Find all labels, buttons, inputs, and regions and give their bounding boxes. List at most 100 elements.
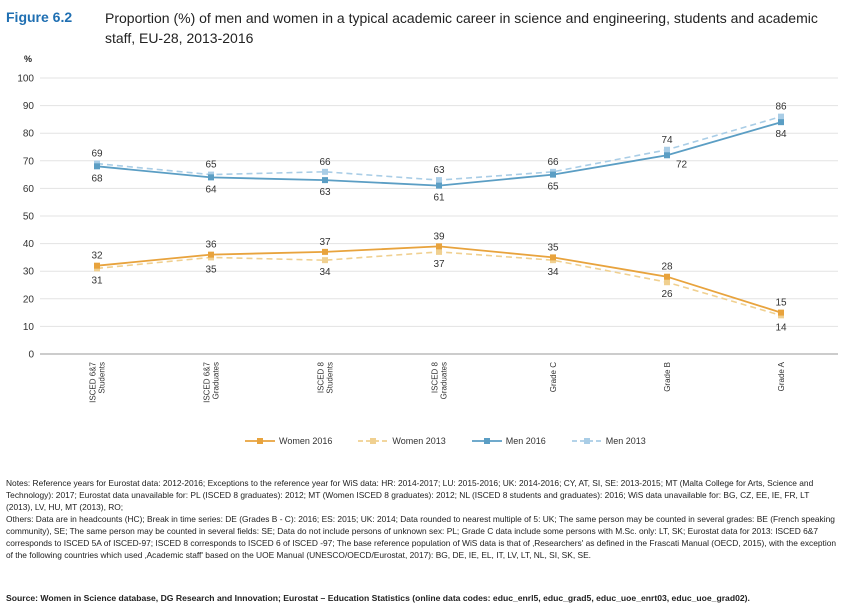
data-label: 65 [205,160,217,171]
data-point [94,262,100,269]
data-label: 74 [661,135,673,146]
data-point [778,113,784,120]
x-axis: ISCED 6&7 Students ISCED 6&7 Graduates ISCED… [89,361,787,403]
data-point [778,119,784,126]
data-label: 37 [319,237,331,248]
data-label: 68 [91,173,103,184]
y-tick-label: 90 [23,101,35,112]
data-label: 35 [205,264,217,275]
legend-item: Men 2016 [471,436,546,446]
data-label: 66 [547,157,559,168]
x-tick-label: Grade C [549,362,558,392]
legend-label: Men 2013 [605,436,646,446]
x-tick-label: ISCED 6&7 Students [89,361,107,402]
data-label: 86 [775,102,787,113]
notes: Notes: Reference years for Eurostat data… [6,477,838,561]
x-tick-label-line: Graduates [440,362,449,399]
data-label: 69 [91,149,103,160]
data-point [322,257,328,264]
legend-swatch [245,438,275,444]
figure-label: Figure 6.2 [6,9,73,25]
y-tick-label: 10 [23,322,35,333]
data-label: 61 [433,193,445,204]
x-tick-label-line: ISCED 8 [317,361,326,393]
data-point [436,243,442,250]
x-tick-label: ISCED 8 Students [317,361,335,393]
data-point [322,168,328,175]
legend-swatch [358,438,389,444]
y-tick-label: 60 [23,184,35,195]
legend-swatch [571,438,602,444]
x-tick-label-line: Students [98,362,107,394]
data-label: 84 [775,129,787,140]
data-label: 34 [319,267,331,278]
data-point [778,309,784,316]
legend-label: Women 2016 [279,436,333,446]
data-point [208,251,214,258]
x-tick-label-line: ISCED 6&7 [89,361,98,402]
chart-series [94,113,784,319]
data-labels: 32 36 37 39 35 28 15 31 35 34 37 34 26 14 68 64 63 61 65 72… [91,102,787,334]
x-tick-label-line: Graduates [212,362,221,399]
data-point [664,146,670,153]
legend-item: Women 2016 [245,436,332,446]
x-tick-label: Grade B [663,362,672,392]
y-tick-label: 40 [23,239,35,250]
data-label: 34 [547,267,559,278]
data-point [550,171,556,178]
data-label: 65 [547,182,559,193]
y-tick-label: 50 [23,212,35,223]
y-tick-label: 0 [28,350,34,361]
source-note: Source: Women in Science database, DG Re… [6,593,750,603]
x-tick-label-line: ISCED 8 [431,361,440,393]
data-point [436,182,442,189]
x-tick-label-line: Grade C [549,362,558,392]
data-point [664,152,670,159]
data-point [664,279,670,286]
notes-paragraph-1: Notes: Reference years for Eurostat data… [6,478,814,512]
data-label: 37 [433,259,445,270]
legend-item: Women 2013 [358,436,446,446]
data-point [322,177,328,184]
data-label: 66 [319,157,331,168]
legend-label: Women 2013 [392,436,446,446]
data-label: 14 [775,322,787,333]
x-tick-label-line: ISCED 6&7 [203,361,212,402]
data-label: 31 [91,275,103,286]
data-label: 64 [205,184,217,195]
notes-paragraph-2: Others: Data are in headcounts (HC); Bre… [6,514,837,560]
data-label: 63 [319,187,331,198]
chart-gridlines [40,77,838,355]
data-point [436,177,442,184]
data-label: 15 [775,298,787,309]
data-point [94,163,100,170]
x-tick-label-line: Grade A [777,361,786,391]
legend-item: Men 2013 [571,436,646,446]
y-tick-label: 20 [23,294,35,305]
data-label: 36 [205,240,217,251]
legend-swatch [471,438,502,444]
data-point [664,273,670,280]
data-label: 32 [91,251,103,262]
data-label: 35 [547,242,559,253]
x-tick-label: ISCED 6&7 Graduates [203,361,221,402]
chart-legend: Women 2016 Women 2013 Men 2016 Men 2013 [245,433,646,449]
x-tick-label-line: Students [326,362,335,394]
y-tick-label: 80 [23,129,35,140]
data-point [550,254,556,261]
data-label: 72 [676,159,688,170]
data-point [436,248,442,255]
data-label: 28 [661,262,673,273]
y-tick-label: 30 [23,267,35,278]
figure-title: Proportion (%) of men and women in a typ… [105,10,818,46]
y-tick-label: 70 [23,156,35,167]
legend-label: Men 2016 [505,436,546,446]
x-tick-label: ISCED 8 Graduates [431,361,449,399]
x-tick-label-line: Grade B [663,362,672,392]
y-axis: % 0 10 20 30 40 50 60 70 80 90 100 [17,54,34,361]
y-axis-unit: % [24,54,32,64]
data-point [208,174,214,181]
data-label: 26 [661,289,673,300]
data-label: 63 [433,165,445,176]
